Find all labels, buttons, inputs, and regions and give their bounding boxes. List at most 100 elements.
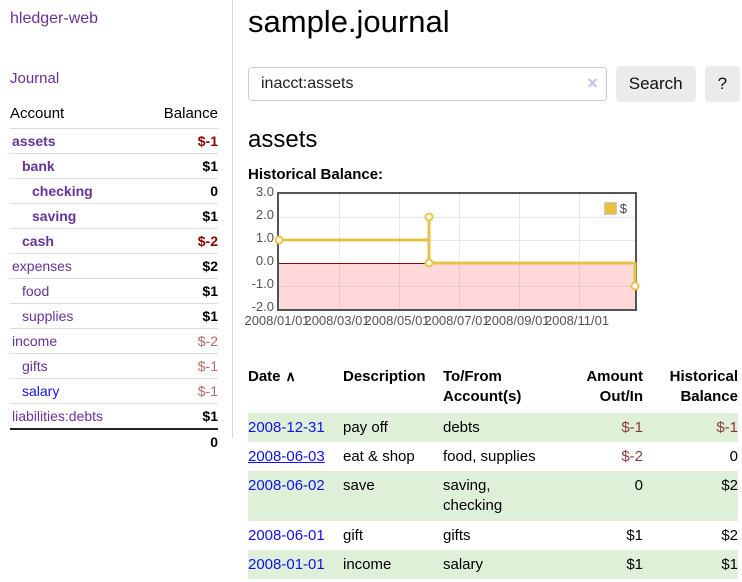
plot-area: $ bbox=[274, 192, 640, 311]
balance-column-header: Historical Balance bbox=[669, 368, 738, 406]
transaction-amount: $1 bbox=[626, 555, 643, 573]
x-axis-tick: 2008/07/01 bbox=[424, 313, 490, 328]
account-link-supplies[interactable]: supplies bbox=[22, 308, 74, 324]
page-title: sample.journal bbox=[248, 4, 450, 39]
sidebar-item-journal[interactable]: Journal bbox=[10, 70, 60, 87]
account-balance: $-1 bbox=[141, 378, 218, 404]
transaction-balance: $2 bbox=[721, 526, 738, 544]
transaction-amount: $-1 bbox=[621, 418, 643, 436]
account-row-saving: saving $1 bbox=[10, 203, 218, 229]
x-axis-tick: 2008/11/01 bbox=[544, 313, 610, 328]
date-column-header[interactable]: Date ∧ bbox=[248, 368, 296, 385]
account-balance: $-1 bbox=[141, 128, 218, 154]
legend-label: $ bbox=[619, 201, 627, 216]
transaction-accounts: saving, checking bbox=[443, 477, 503, 515]
transaction-amount: $-2 bbox=[621, 447, 643, 465]
accounts-total-value: 0 bbox=[141, 428, 218, 454]
search-button[interactable]: Search bbox=[615, 66, 696, 102]
account-row-salary: salary $-1 bbox=[10, 378, 218, 404]
account-link-saving[interactable]: saving bbox=[32, 208, 77, 224]
account-row-gifts: gifts $-1 bbox=[10, 353, 218, 379]
description-column-header: Description bbox=[343, 368, 426, 385]
y-axis-tick: 2.0 bbox=[255, 207, 274, 222]
main-content: sample.journal × Search ? assets Histori… bbox=[244, 0, 740, 579]
account-balance: $1 bbox=[141, 203, 218, 229]
gridline bbox=[279, 217, 635, 218]
account-link-liabilities-debts[interactable]: liabilities:debts bbox=[12, 408, 104, 424]
account-row-bank: bank $1 bbox=[10, 153, 218, 179]
transaction-date-link[interactable]: 2008-12-31 bbox=[248, 418, 325, 436]
accounts-table-header: Account Balance bbox=[10, 100, 218, 129]
chart-title: Historical Balance: bbox=[248, 166, 384, 183]
account-balance: $-2 bbox=[141, 328, 218, 354]
account-link-gifts[interactable]: gifts bbox=[22, 358, 48, 374]
y-axis-tick: 1.0 bbox=[255, 230, 274, 245]
transaction-description: income bbox=[343, 555, 392, 573]
account-link-food[interactable]: food bbox=[22, 283, 50, 299]
balance-series-line bbox=[274, 212, 640, 291]
legend-swatch-icon bbox=[603, 202, 617, 215]
account-link-expenses[interactable]: expenses bbox=[12, 258, 72, 274]
register-table: Date ∧ Description To/From Account(s) Amo… bbox=[248, 361, 738, 579]
gridline bbox=[399, 194, 400, 309]
gridline bbox=[459, 194, 460, 309]
transaction-balance: 0 bbox=[729, 447, 738, 465]
account-balance: $1 bbox=[141, 153, 218, 179]
chart-legend: $ bbox=[603, 201, 627, 216]
transaction-balance: $2 bbox=[721, 477, 738, 494]
help-button[interactable]: ? bbox=[704, 66, 740, 102]
account-balance: 0 bbox=[141, 178, 218, 204]
account-balance: $1 bbox=[141, 278, 218, 304]
register-row: 2008-06-02 save saving, checking 0 $2 bbox=[248, 471, 738, 521]
sidebar-divider bbox=[232, 0, 233, 438]
accounts-column-header: To/From Account(s) bbox=[443, 368, 522, 406]
negative-region bbox=[279, 264, 635, 309]
gridline bbox=[519, 194, 520, 309]
amount-column-header: Amount Out/In bbox=[586, 368, 643, 406]
account-balance: $1 bbox=[141, 303, 218, 329]
transaction-balance: $1 bbox=[721, 555, 738, 573]
transaction-date-link[interactable]: 2008-06-03 bbox=[248, 447, 325, 465]
sort-ascending-icon: ∧ bbox=[285, 368, 296, 384]
account-balance: $1 bbox=[141, 403, 218, 429]
account-link-checking[interactable]: checking bbox=[32, 183, 93, 199]
transaction-date-link[interactable]: 2008-01-01 bbox=[248, 555, 325, 573]
transaction-balance: $-1 bbox=[716, 418, 738, 436]
search-input[interactable] bbox=[248, 67, 607, 101]
y-axis-tick: 3.0 bbox=[255, 184, 274, 199]
account-link-salary[interactable]: salary bbox=[22, 383, 60, 399]
transaction-description: eat & shop bbox=[343, 447, 415, 465]
x-axis-tick: 2008/03/01 bbox=[304, 313, 370, 328]
transaction-date-link[interactable]: 2008-06-02 bbox=[248, 477, 325, 494]
y-axis-tick: 0.0 bbox=[255, 253, 274, 268]
register-row: 2008-12-31 pay off debts $-1 $-1 bbox=[248, 412, 738, 442]
transaction-amount: $1 bbox=[626, 526, 643, 544]
account-row-cash: cash $-2 bbox=[10, 228, 218, 254]
account-row-liabilities-debts: liabilities:debts $1 bbox=[10, 403, 218, 429]
account-heading: assets bbox=[248, 126, 318, 153]
x-axis-tick: 2008/01/01 bbox=[244, 313, 310, 328]
account-row-checking: checking 0 bbox=[10, 178, 218, 204]
y-axis-tick: -1.0 bbox=[251, 276, 274, 291]
account-link-bank[interactable]: bank bbox=[22, 158, 55, 174]
app-title-link[interactable]: hledger-web bbox=[10, 10, 99, 27]
account-link-income[interactable]: income bbox=[12, 333, 58, 349]
account-row-supplies: supplies $1 bbox=[10, 303, 218, 329]
account-row-expenses: expenses $2 bbox=[10, 253, 218, 279]
transaction-accounts: salary bbox=[443, 555, 484, 573]
gridline bbox=[279, 286, 635, 287]
historical-balance-chart: 3.0 2.0 1.0 0.0 -1.0 -2.0 bbox=[244, 184, 740, 335]
account-link-cash[interactable]: cash bbox=[22, 233, 54, 249]
search-box: × bbox=[248, 67, 607, 101]
account-balance: $-1 bbox=[141, 353, 218, 379]
balance-column-header: Balance bbox=[163, 105, 218, 122]
account-balance: $2 bbox=[141, 253, 218, 279]
clear-search-icon[interactable]: × bbox=[587, 73, 598, 93]
transaction-description: save bbox=[343, 477, 375, 494]
transaction-accounts: gifts bbox=[443, 526, 471, 544]
transaction-date-link[interactable]: 2008-06-01 bbox=[248, 526, 325, 544]
account-row-income: income $-2 bbox=[10, 328, 218, 354]
transaction-accounts: debts bbox=[443, 418, 480, 436]
account-row-assets: assets $-1 bbox=[10, 128, 218, 154]
account-link-assets[interactable]: assets bbox=[12, 133, 56, 149]
